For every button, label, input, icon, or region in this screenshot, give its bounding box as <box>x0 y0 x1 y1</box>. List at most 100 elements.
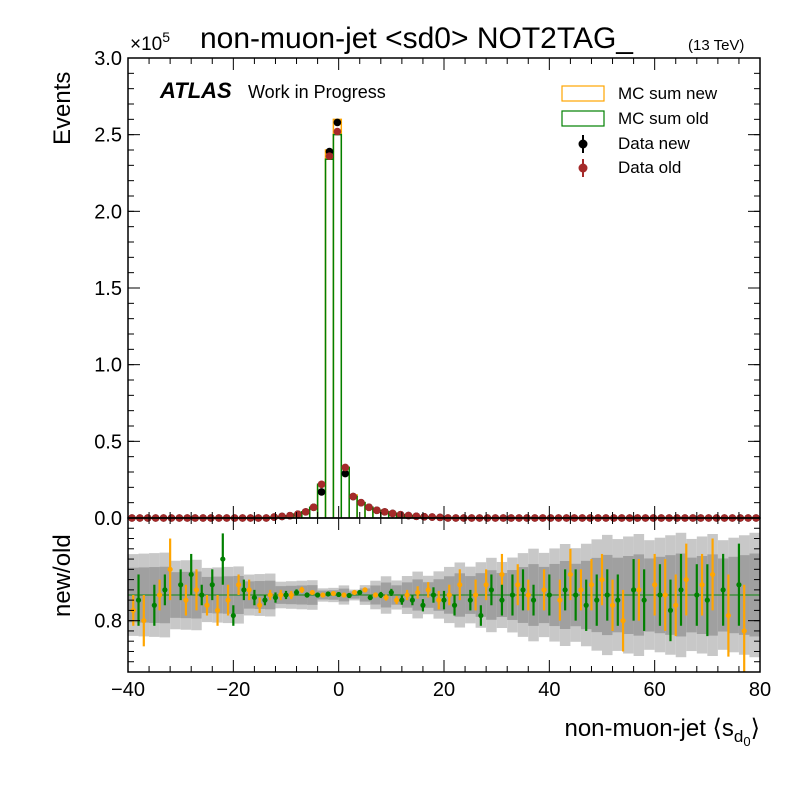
x-axis-title-close: ⟩ <box>751 715 760 742</box>
data-old-point <box>373 506 381 515</box>
ratio-old-point <box>293 589 300 596</box>
ratio-old-point <box>162 587 168 593</box>
ratio-new-point <box>183 597 189 603</box>
mc-histograms <box>128 118 760 519</box>
ratio-old-point <box>272 594 279 601</box>
ratio-new-point <box>415 589 421 596</box>
ratio-new-point <box>404 592 410 598</box>
ratio-new-point <box>394 597 400 603</box>
legend-marker-data-new <box>578 139 588 149</box>
legend-swatch-mc-new <box>561 85 605 102</box>
ratio-old-point <box>357 589 363 596</box>
ratio-old-point <box>388 589 394 596</box>
ratio-new-point <box>588 582 595 588</box>
data-new-point <box>341 469 350 478</box>
ratio-old-point <box>615 597 621 603</box>
y-top-tick-label: 2.0 <box>94 201 122 223</box>
ratio-new-point <box>710 571 716 578</box>
ratio-old-point <box>657 592 663 598</box>
ratio-old-point <box>573 592 579 598</box>
ratio-old-point <box>325 591 331 597</box>
data-old-point <box>396 510 405 519</box>
ratio-new-point <box>309 589 315 596</box>
data-old-point <box>309 503 318 512</box>
ratio-new-point <box>267 592 273 598</box>
ratio-old-point <box>509 592 516 598</box>
ratio-old-point <box>420 602 426 608</box>
ratio-new-point <box>662 592 668 598</box>
ratio-new-point <box>578 587 584 593</box>
ratio-old-point <box>467 597 473 603</box>
ratio-old-point <box>220 556 226 562</box>
ratio-new-point <box>446 592 452 598</box>
x-tick-label: 0 <box>333 679 344 701</box>
ratio-new-point <box>278 592 284 598</box>
y-bottom-tick-label: 0.8 <box>94 611 122 633</box>
x-tick-label: 60 <box>644 679 666 701</box>
ratio-new-point <box>515 582 521 588</box>
ratio-new-point <box>362 587 368 593</box>
x-tick-label: 40 <box>538 679 560 701</box>
data-old-point <box>412 512 421 521</box>
ratio-new-point <box>636 587 642 593</box>
ratio-points <box>130 533 747 672</box>
ratio-old-point <box>594 597 600 603</box>
legend-marker-data-old <box>578 163 588 173</box>
ratio-old-point <box>283 592 289 598</box>
ratio-old-point <box>430 592 437 598</box>
y-axis-title-top: Events <box>49 72 76 145</box>
ratio-new-point <box>383 594 389 601</box>
x-tick-label: −40 <box>111 679 145 701</box>
ratio-old-point <box>367 594 373 601</box>
mc-sum-old-histogram <box>128 133 760 519</box>
ratio-new-point <box>193 587 200 593</box>
ratio-new-point <box>599 577 605 583</box>
ratio-old-point <box>336 591 342 598</box>
y-scale-exp: 5 <box>162 29 170 45</box>
ratio-old-point <box>178 582 184 588</box>
ratio-new-point <box>257 602 263 608</box>
data-old-point <box>380 508 389 516</box>
x-axis-title-subsub: 0 <box>743 734 750 749</box>
y-top-tick-label: 1.5 <box>94 278 122 300</box>
data-old-point <box>278 512 286 521</box>
ratio-old-point <box>488 587 494 593</box>
y-scale-base: ×10 <box>130 34 162 55</box>
ratio-old-point <box>736 582 742 588</box>
y-top-tick-label: 0.0 <box>94 508 122 530</box>
data-old-point <box>333 127 342 136</box>
ratio-old-point <box>530 597 537 603</box>
ratio-new-point <box>473 592 479 598</box>
ratio-new-point <box>330 590 336 597</box>
ratio-new-point <box>525 592 531 598</box>
data-old-point <box>270 513 278 521</box>
y-top-tick-label: 3.0 <box>94 48 122 70</box>
ratio-new-point <box>214 607 221 614</box>
ratio-new-point <box>483 582 489 588</box>
data-old-point <box>428 513 436 521</box>
ratio-new-point <box>652 582 658 588</box>
ratio-old-point <box>199 592 205 598</box>
ratio-new-point <box>225 597 231 603</box>
data-old-point <box>349 492 357 501</box>
ratio-old-point <box>441 597 447 603</box>
ratio-old-point <box>378 592 384 598</box>
mc-sum-new-histogram <box>128 118 760 519</box>
ratio-old-point <box>704 597 710 603</box>
ratio-new-point <box>699 582 705 588</box>
data-old-point <box>357 498 365 507</box>
legend-label-mc-old: MC sum old <box>618 109 709 128</box>
data-old-point <box>301 508 310 516</box>
atlas-label: ATLAS <box>159 78 232 103</box>
data-old-point <box>325 152 334 160</box>
ratio-new-point <box>557 597 563 603</box>
legend: MC sum new MC sum old Data new Data old <box>561 84 718 177</box>
data-old-point <box>388 509 397 518</box>
ratio-old-point <box>451 602 458 608</box>
ratio-new-point <box>499 571 505 578</box>
ratio-old-point <box>499 597 505 603</box>
y-top-tick-label: 0.5 <box>94 431 122 453</box>
data-old-point <box>294 510 302 518</box>
data-old-point <box>341 463 350 472</box>
y-top-tick-label: 1.0 <box>94 355 122 377</box>
